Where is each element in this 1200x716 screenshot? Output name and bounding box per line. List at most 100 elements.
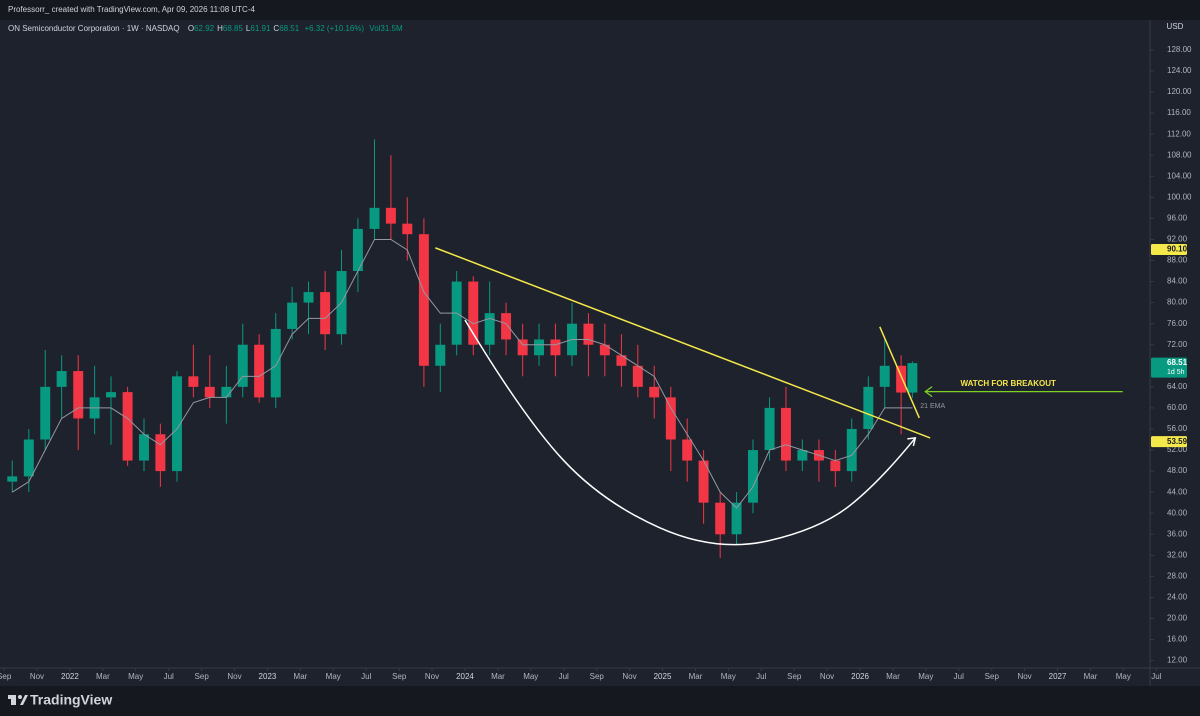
x-tick-label: 2022 [61,672,79,681]
candle-body [352,228,363,272]
candle-body [40,386,51,440]
x-tick-label: Sep [590,672,605,681]
candle-body [896,365,907,393]
x-tick-label: 2025 [654,672,672,681]
y-tick-label: 60.00 [1167,403,1188,412]
legend-value: 68.51 [279,24,300,33]
candle-body [23,439,34,477]
breakout-arrowhead [924,386,933,398]
x-tick-label: Mar [886,672,900,681]
y-tick-label: 32.00 [1167,550,1188,559]
price-label: 68.51 [1167,358,1188,367]
y-tick-label: 48.00 [1167,466,1188,475]
y-tick-label: 116.00 [1167,108,1191,117]
candle-body [122,392,133,461]
y-tick-label: 28.00 [1167,572,1188,581]
candle-body [830,460,841,472]
y-tick-label: 44.00 [1167,487,1188,496]
candle-body [254,344,265,398]
x-tick-label: Mar [491,672,505,681]
candle-body [56,371,67,387]
legend-value: 61.91 [250,24,271,33]
x-tick-label: May [326,672,341,681]
x-tick-label: Mar [96,672,110,681]
breakout-text: WATCH FOR BREAKOUT [960,379,1056,388]
y-tick-label: 92.00 [1167,235,1188,244]
legend-key: C [273,24,279,33]
candle-body [237,344,248,387]
candle-body [649,386,660,398]
x-tick-label: May [721,672,736,681]
candle-body [747,450,758,503]
candle-body [484,313,495,345]
candle-body [731,502,742,535]
x-tick-label: Jul [164,672,174,681]
y-tick-label: 100.00 [1167,192,1192,201]
candle-body [550,339,561,356]
candle-body [402,223,413,235]
candle-body [907,363,918,393]
ema-line [11,238,913,509]
y-tick-label: 104.00 [1167,171,1192,180]
price-label-box [1151,436,1187,448]
x-tick-label: 2024 [456,672,474,681]
candle-body [73,371,84,419]
candle-body [632,365,643,387]
x-tick-label: Jul [361,672,371,681]
header-bar [0,0,1200,20]
footer-logo: TradingView [30,692,112,708]
candle-body [303,292,314,303]
legend-key: O [188,24,194,33]
x-tick-label: Nov [622,672,636,681]
x-tick-label: Sep [392,672,407,681]
price-label: 53.59 [1167,437,1188,446]
candle-body [468,281,479,345]
y-tick-label: 56.00 [1167,424,1188,433]
tv-logo-icon [8,695,28,705]
currency: USD [1167,22,1184,31]
x-tick-label: Sep [195,672,210,681]
legend-line: ON Semiconductor Corporation · 1W · NASD… [8,24,403,33]
y-tick-label: 88.00 [1167,256,1188,265]
y-tick-label: 128.00 [1167,45,1192,54]
candle-body [188,376,199,387]
y-tick-label: 64.00 [1167,382,1188,391]
x-tick-label: May [523,672,538,681]
price-label-box [1151,243,1187,255]
candle-body [599,344,610,356]
candle-body [139,434,149,461]
x-tick-label: May [1116,672,1131,681]
legend-title: ON Semiconductor Corporation · 1W · NASD… [8,24,180,33]
candle-body [172,376,182,472]
candle-body [780,407,791,461]
x-tick-label: Mar [689,672,703,681]
candle-body [863,386,874,429]
candle-body [155,434,166,472]
x-tick-label: Nov [1017,672,1031,681]
x-tick-label: Jul [756,672,766,681]
candle-body [879,365,890,387]
price-label-box [1151,357,1187,378]
cup-curve [464,319,916,546]
y-tick-label: 12.00 [1167,656,1188,665]
candle-body [418,234,429,366]
attribution: Professorr_ created with TradingView.com… [8,5,255,14]
candle-body [204,386,215,398]
x-tick-label: 2027 [1049,672,1067,681]
candle-body [106,392,116,398]
candle-body [682,439,693,461]
x-tick-label: Sep [0,672,12,681]
candle-body [698,460,709,503]
price-label: 90.10 [1167,245,1188,254]
candle-body [287,302,298,329]
legend-value: 62.92 [194,24,215,33]
x-tick-label: May [918,672,933,681]
y-tick-label: 76.00 [1167,319,1188,328]
x-tick-label: Nov [820,672,834,681]
y-tick-label: 96.00 [1167,213,1188,222]
legend-volume: Vol31.5M [369,24,403,33]
candle-body [797,450,808,461]
x-tick-label: Sep [787,672,802,681]
trendline [435,247,931,439]
